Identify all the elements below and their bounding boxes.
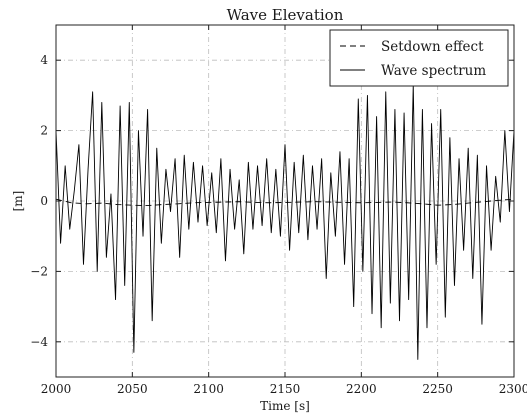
y-tick-label: 2 (40, 124, 48, 138)
legend: Setdown effect Wave spectrum (329, 29, 509, 87)
x-tick-label: 2100 (193, 382, 224, 396)
x-tick-label: 2250 (422, 382, 453, 396)
series-line-setdown-effect (55, 198, 515, 207)
legend-box (329, 29, 509, 87)
y-tick-label: −4 (30, 335, 48, 349)
series-line-wave-spectrum (55, 84, 515, 360)
y-tick-label: 0 (40, 194, 48, 208)
legend-label-wave-spectrum: Wave spectrum (381, 63, 486, 79)
tick-layer: 2000 2050 2100 2150 2200 2250 2300 −4 −2 0 2 4 (30, 25, 527, 396)
y-axis-label: [m] (11, 191, 25, 212)
x-tick-label: 2200 (346, 382, 377, 396)
x-tick-label: 2000 (41, 382, 72, 396)
chart-title: Wave Elevation (227, 6, 344, 24)
legend-label-setdown: Setdown effect (381, 39, 484, 55)
y-tick-label: 4 (40, 53, 48, 67)
x-axis-label: Time [s] (260, 399, 310, 413)
y-tick-label: −2 (30, 264, 48, 278)
x-tick-label: 2150 (270, 382, 301, 396)
x-tick-label: 2050 (117, 382, 148, 396)
x-tick-label: 2300 (499, 382, 527, 396)
series-layer (55, 84, 515, 360)
